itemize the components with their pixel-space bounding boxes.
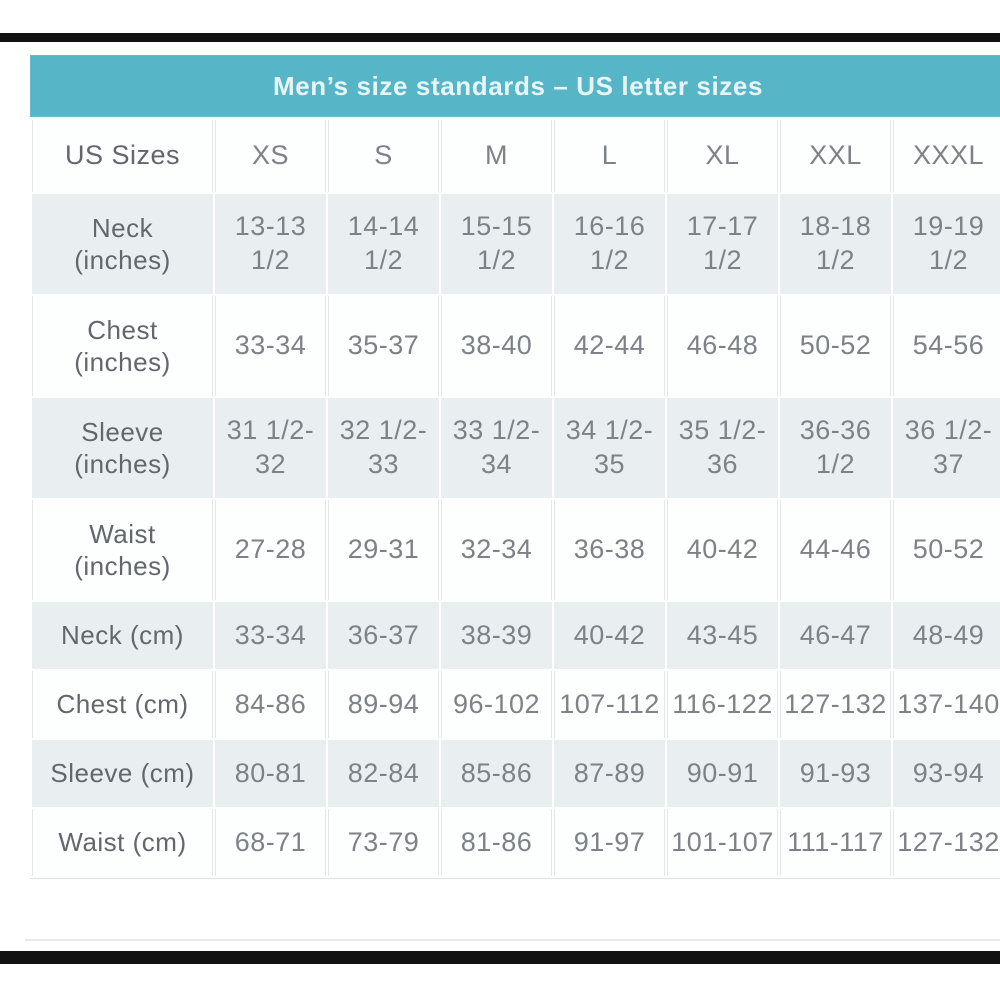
size-value-cell: 137-140 [893,671,1000,738]
size-value-cell: 35 1/2- 36 [667,398,778,498]
size-value-cell: 73-79 [328,809,439,876]
size-value-cell: 15-15 1/2 [441,194,552,294]
table-row: Chest (inches) 33-34 35-37 38-40 42-44 46-48 5… [32,296,1000,396]
size-value-cell: 38-39 [441,602,552,669]
size-value-cell: 107-112 [554,671,665,738]
table-row: Sleeve (inches) 31 1/2- 32 32 1/2- 33 33 1/… [32,398,1000,498]
size-value-cell: 17-17 1/2 [667,194,778,294]
size-value-cell: 40-42 [554,602,665,669]
size-value-cell: 18-18 1/2 [780,194,891,294]
size-value-cell: 33-34 [215,602,326,669]
size-value-cell: 33-34 [215,296,326,396]
size-value-cell: 35-37 [328,296,439,396]
column-header-s: S [328,120,439,192]
size-value-cell: 87-89 [554,740,665,807]
footer-hairline [25,939,1000,941]
column-header-xxl: XXL [780,120,891,192]
chart-title-bar: Men’s size standards – US letter sizes [30,55,1000,117]
top-divider-bar [0,33,1000,42]
size-value-cell: 14-14 1/2 [328,194,439,294]
size-chart-container: Men’s size standards – US letter sizes U… [30,55,1000,879]
table-row: Neck (cm) 33-34 36-37 38-39 40-42 43-45 46-47 4… [32,602,1000,669]
size-value-cell: 81-86 [441,809,552,876]
column-header-us-sizes: US Sizes [32,120,213,192]
size-value-cell: 32-34 [441,500,552,600]
size-chart-table: US Sizes XS S M L XL XXL XXXL Neck (inches) 13-1… [30,118,1000,879]
size-value-cell: 127-132 [893,809,1000,876]
size-value-cell: 96-102 [441,671,552,738]
size-value-cell: 50-52 [893,500,1000,600]
row-label: Chest (cm) [32,671,213,738]
size-value-cell: 111-117 [780,809,891,876]
size-value-cell: 29-31 [328,500,439,600]
table-row: Sleeve (cm) 80-81 82-84 85-86 87-89 90-91 91-9… [32,740,1000,807]
size-value-cell: 36-38 [554,500,665,600]
size-value-cell: 44-46 [780,500,891,600]
row-label: Sleeve (cm) [32,740,213,807]
row-label: Neck (cm) [32,602,213,669]
size-value-cell: 46-48 [667,296,778,396]
size-value-cell: 40-42 [667,500,778,600]
size-value-cell: 91-93 [780,740,891,807]
size-value-cell: 32 1/2- 33 [328,398,439,498]
size-value-cell: 13-13 1/2 [215,194,326,294]
row-label: Waist (inches) [32,500,213,600]
size-value-cell: 90-91 [667,740,778,807]
size-value-cell: 127-132 [780,671,891,738]
column-header-xxxl: XXXL [893,120,1000,192]
size-value-cell: 31 1/2- 32 [215,398,326,498]
column-header-xs: XS [215,120,326,192]
size-value-cell: 36-36 1/2 [780,398,891,498]
size-value-cell: 43-45 [667,602,778,669]
table-row: Waist (cm) 68-71 73-79 81-86 91-97 101-107 111… [32,809,1000,876]
column-header-xl: XL [667,120,778,192]
size-value-cell: 91-97 [554,809,665,876]
size-value-cell: 34 1/2- 35 [554,398,665,498]
size-value-cell: 82-84 [328,740,439,807]
size-value-cell: 46-47 [780,602,891,669]
size-value-cell: 36 1/2- 37 [893,398,1000,498]
size-value-cell: 19-19 1/2 [893,194,1000,294]
size-value-cell: 116-122 [667,671,778,738]
chart-title: Men’s size standards – US letter sizes [272,70,764,101]
size-value-cell: 16-16 1/2 [554,194,665,294]
size-value-cell: 42-44 [554,296,665,396]
size-value-cell: 101-107 [667,809,778,876]
table-row: Waist (inches) 27-28 29-31 32-34 36-38 40-42 4… [32,500,1000,600]
size-value-cell: 27-28 [215,500,326,600]
row-label: Sleeve (inches) [32,398,213,498]
row-label: Neck (inches) [32,194,213,294]
size-value-cell: 50-52 [780,296,891,396]
row-label: Waist (cm) [32,809,213,876]
size-value-cell: 48-49 [893,602,1000,669]
size-value-cell: 89-94 [328,671,439,738]
size-value-cell: 93-94 [893,740,1000,807]
size-value-cell: 33 1/2- 34 [441,398,552,498]
size-value-cell: 80-81 [215,740,326,807]
table-row: Chest (cm) 84-86 89-94 96-102 107-112 116-122… [32,671,1000,738]
size-value-cell: 54-56 [893,296,1000,396]
table-row: Neck (inches) 13-13 1/2 14-14 1/2 15-15 1/2… [32,194,1000,294]
size-value-cell: 84-86 [215,671,326,738]
column-header-m: M [441,120,552,192]
size-value-cell: 38-40 [441,296,552,396]
column-header-row: US Sizes XS S M L XL XXL XXXL [32,120,1000,192]
row-label: Chest (inches) [32,296,213,396]
size-value-cell: 68-71 [215,809,326,876]
size-value-cell: 36-37 [328,602,439,669]
column-header-l: L [554,120,665,192]
size-value-cell: 85-86 [441,740,552,807]
bottom-divider-bar [0,951,1000,964]
